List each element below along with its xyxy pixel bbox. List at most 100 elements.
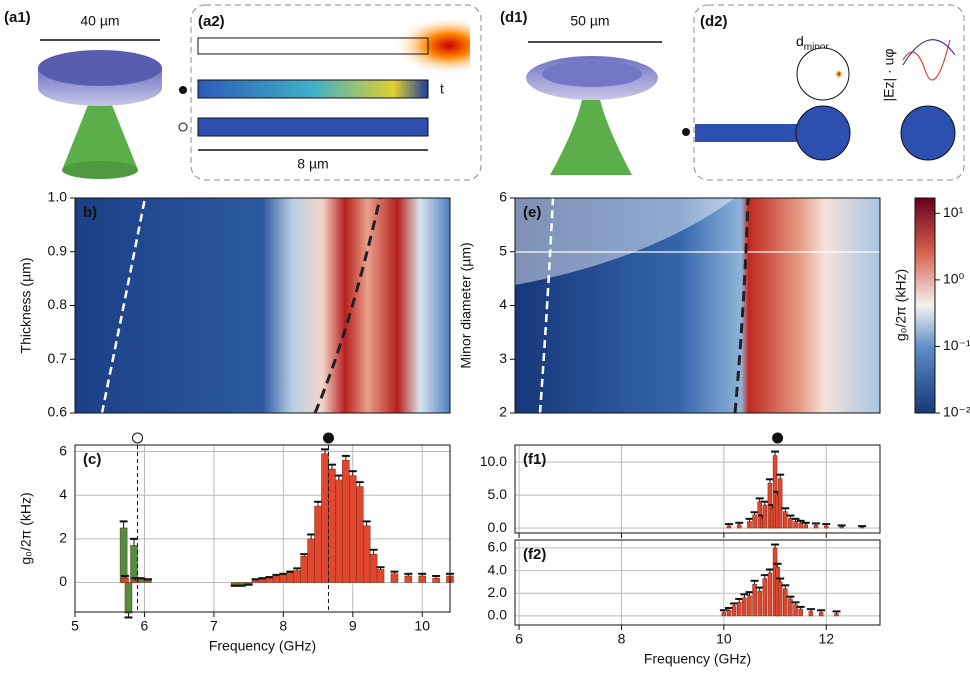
colorbar (915, 198, 935, 413)
error-bar (786, 597, 794, 599)
error-bar (390, 572, 398, 574)
dimension-label: 50 µm (570, 13, 609, 29)
bar (799, 609, 803, 616)
mode-marker (323, 433, 333, 443)
disk-top (38, 50, 162, 86)
bar (753, 515, 757, 528)
bar (727, 610, 731, 616)
bar (342, 460, 349, 582)
error-bar (730, 603, 738, 605)
bar (238, 583, 245, 585)
bar (377, 569, 384, 582)
panel-label: b) (83, 204, 97, 221)
error-bar (735, 599, 743, 602)
bar (266, 578, 273, 582)
error-bar (771, 452, 779, 456)
y-tick-label: 0 (59, 573, 67, 589)
x-tick-label: 10 (414, 618, 430, 634)
y-tick-label: 1.0 (48, 189, 68, 205)
error-bar (832, 611, 840, 613)
error-bar (812, 523, 820, 525)
error-bar (720, 610, 728, 612)
error-bar (265, 577, 273, 578)
error-bar (751, 581, 759, 584)
bar (419, 576, 426, 583)
bar (322, 454, 329, 583)
bar (763, 579, 767, 616)
error-bar (807, 609, 815, 611)
error-bar (858, 526, 866, 527)
disk-top (542, 61, 642, 87)
bar (819, 613, 823, 616)
bar (315, 506, 322, 582)
error-bar (363, 521, 371, 525)
error-bar (130, 539, 138, 546)
y-tick-label: 0.9 (48, 242, 68, 258)
panel-label: (a1) (4, 9, 31, 26)
mode-map (198, 80, 428, 98)
panel-label: (d1) (500, 9, 528, 26)
mode-marker (133, 433, 143, 443)
bar (131, 545, 138, 582)
field-label: |Ez| · uφ (881, 49, 897, 102)
y-tick-label: 0.6 (48, 404, 68, 420)
error-bar (259, 578, 267, 579)
bar (122, 578, 129, 582)
bar (259, 579, 266, 582)
bar (783, 512, 787, 528)
bar (356, 486, 363, 582)
error-bar (245, 584, 253, 585)
error-bar (377, 567, 385, 569)
hotspot (829, 68, 841, 80)
ring (797, 48, 849, 100)
bar (758, 591, 762, 616)
schematic-d: (d1) 50 µm (d2) dminor |Ez| · uφ (500, 5, 964, 180)
y-tick-label: 2 (499, 404, 507, 420)
bar (273, 576, 280, 583)
error-bar (756, 588, 764, 591)
panel-label: (d2) (700, 13, 728, 30)
error-bar (124, 613, 132, 617)
y-tick-label: 10.0 (480, 453, 507, 469)
error-bar (335, 476, 343, 480)
mode-map (198, 118, 428, 136)
bar (840, 527, 844, 528)
panel-label: (a2) (198, 13, 225, 30)
y-tick-label: 6.0 (488, 539, 508, 555)
mode-marker (773, 433, 783, 443)
error-bar (144, 579, 152, 580)
mode-map (695, 124, 805, 142)
y-tick-label: 5 (499, 242, 507, 258)
error-bar (342, 456, 350, 460)
error-bar (120, 521, 128, 528)
y-tick-label: 4 (59, 486, 67, 502)
error-bar (781, 508, 789, 511)
y-tick-label: 5.0 (488, 486, 508, 502)
bar (328, 469, 335, 583)
error-bar (252, 579, 260, 580)
x-tick-label: 12 (818, 631, 834, 647)
error-bar (307, 535, 315, 539)
y-tick-label: 0.7 (48, 350, 68, 366)
colorbar-tick-label: 10⁰ (943, 271, 965, 287)
plot-frame (515, 540, 880, 625)
bar (742, 598, 746, 616)
bar (809, 611, 813, 616)
y-tick-label: 6 (59, 442, 67, 458)
error-bar (751, 512, 759, 515)
bar (824, 526, 828, 528)
error-bar (797, 607, 805, 609)
panel-label: (f2) (523, 546, 546, 563)
error-bar (740, 594, 748, 597)
plot-frame (515, 445, 880, 533)
error-bar (272, 575, 280, 576)
error-bar (231, 585, 239, 586)
bar (405, 576, 412, 583)
bar (125, 583, 132, 614)
y-tick-label: 0.0 (488, 519, 508, 535)
bar (308, 539, 315, 583)
bar (737, 525, 741, 528)
bar (391, 574, 398, 583)
bar (363, 526, 370, 583)
bar (860, 527, 864, 528)
